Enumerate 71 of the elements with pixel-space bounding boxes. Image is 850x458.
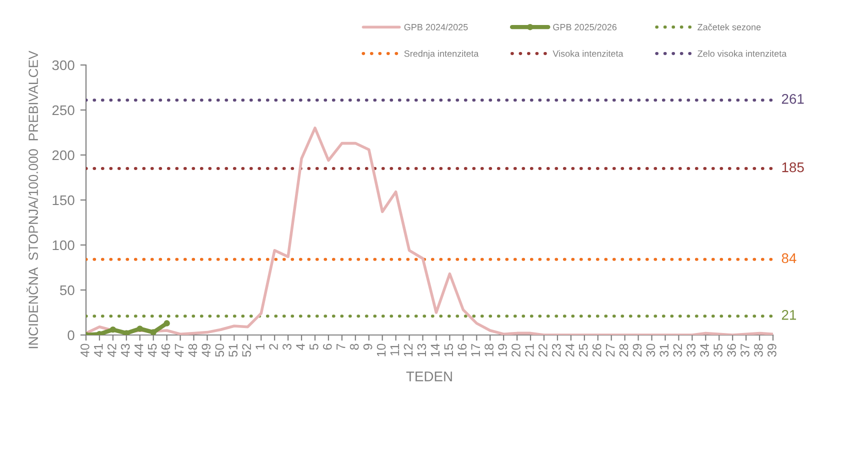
legend-label: Zelo visoka intenziteta	[698, 50, 787, 57]
x-tick-label: 3	[282, 344, 292, 350]
x-tick-label: 42	[107, 344, 116, 357]
x-tick-label: 25	[578, 344, 588, 357]
x-tick-label: 4	[296, 344, 305, 350]
legend-label: Srednja intenziteta	[404, 50, 479, 59]
x-tick-label: 5	[310, 344, 318, 350]
x-tick-label: 22	[538, 344, 548, 357]
x-tick-label: 30	[646, 344, 656, 357]
x-axis-title: TEDEN	[406, 372, 452, 382]
x-tick-label: 8	[350, 344, 359, 350]
x-tick-label: 12	[404, 344, 413, 356]
x-tick-label: 44	[134, 344, 144, 357]
y-tick-label: 100	[52, 240, 74, 250]
text: 185	[782, 162, 804, 172]
x-tick-label: 1	[256, 344, 264, 350]
x-tick-label: 39	[768, 344, 776, 357]
x-tick-label: 36	[727, 344, 736, 357]
legend-label: Visoka intenziteta	[552, 50, 624, 57]
x-tick-label: 19	[498, 344, 507, 356]
x-tick-label: 51	[228, 344, 238, 357]
text: 84	[782, 253, 796, 264]
x-tick-label: 15	[444, 344, 454, 356]
x-tick-label: 29	[632, 344, 642, 357]
x-tick-label: 47	[174, 344, 184, 357]
x-tick-label: 16	[458, 344, 467, 356]
x-tick-label: 28	[619, 344, 628, 357]
x-tick-label: 9	[363, 344, 372, 350]
x-tick-label: 20	[512, 344, 520, 357]
x-tick-label: 52	[242, 344, 252, 357]
y-tick-label: 250	[52, 105, 74, 116]
text: 21	[782, 310, 796, 320]
x-tick-label: 23	[552, 344, 561, 357]
x-tick-label: 35	[714, 344, 722, 357]
x-tick-label: 26	[592, 344, 602, 357]
y-tick-label: 300	[52, 60, 74, 70]
text: 261	[782, 94, 804, 104]
y-tick-label: 50	[60, 285, 74, 296]
x-tick-label: 37	[740, 344, 750, 357]
y-tick-label: 200	[52, 150, 74, 160]
x-tick-label: 45	[148, 344, 157, 357]
x-tick-label: 49	[202, 344, 211, 357]
x-tick-label: 11	[390, 344, 400, 356]
x-tick-label: 2	[269, 344, 278, 350]
legend-label: Začetek sezone	[698, 24, 761, 30]
x-tick-label: 21	[525, 344, 534, 357]
x-tick-label: 10	[376, 344, 386, 356]
x-tick-label: 6	[322, 344, 332, 350]
legend-label: GPB 2024/2025	[404, 24, 468, 30]
x-tick-label: 14	[430, 344, 440, 356]
x-tick-label: 27	[606, 344, 615, 357]
x-tick-label: 24	[565, 344, 574, 357]
x-tick-label: 43	[120, 344, 130, 357]
x-tick-label: 13	[417, 344, 426, 356]
x-tick-label: 46	[161, 344, 170, 357]
x-tick-label: 31	[660, 344, 669, 357]
y-axis-title: INCIDENČNA STOPNJA/100.000 PREBIVALCEV	[26, 50, 38, 348]
x-tick-label: 38	[754, 344, 763, 357]
x-tick-label: 34	[700, 344, 710, 357]
x-tick-label: 48	[188, 344, 198, 357]
x-tick-label: 50	[215, 344, 224, 357]
x-tick-label: 33	[686, 344, 696, 357]
x-tick-label: 32	[673, 344, 682, 357]
x-tick-label: 17	[471, 344, 480, 356]
x-tick-label: 18	[484, 344, 494, 356]
x-tick-label: 7	[336, 344, 346, 350]
legend-label: GPB 2025/2026	[553, 24, 617, 30]
x-tick-label: 40	[80, 344, 90, 357]
x-tick-label: 41	[94, 344, 103, 357]
y-tick-label: 0	[68, 330, 74, 340]
y-tick-label: 150	[52, 195, 74, 206]
